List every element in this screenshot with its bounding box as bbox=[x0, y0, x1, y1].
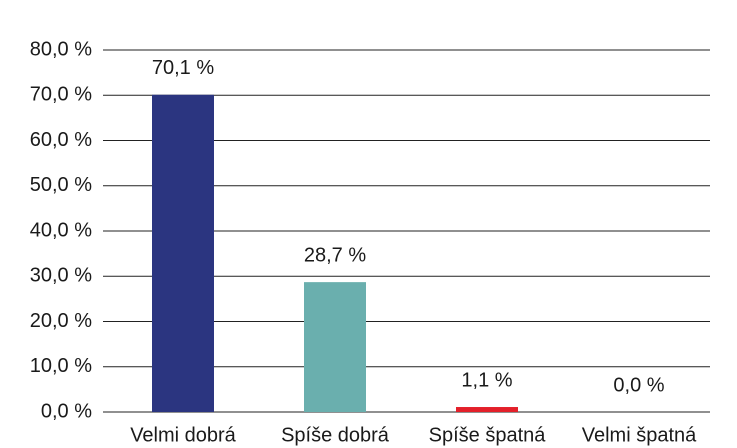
y-tick-label: 50,0 % bbox=[30, 174, 92, 196]
x-tick-label: Velmi dobrá bbox=[130, 424, 236, 446]
data-label: 1,1 % bbox=[461, 369, 512, 391]
y-tick-label: 0,0 % bbox=[41, 400, 92, 422]
y-tick-label: 80,0 % bbox=[30, 38, 92, 60]
y-tick-label: 40,0 % bbox=[30, 219, 92, 241]
bar bbox=[456, 407, 518, 412]
bar bbox=[304, 282, 366, 412]
data-label: 28,7 % bbox=[304, 244, 366, 266]
y-tick-label: 10,0 % bbox=[30, 355, 92, 377]
data-label: 0,0 % bbox=[613, 374, 664, 396]
bar bbox=[152, 94, 214, 413]
x-tick-label: Spíše špatná bbox=[429, 424, 547, 446]
y-tick-label: 30,0 % bbox=[30, 265, 92, 287]
data-label: 70,1 % bbox=[152, 57, 214, 79]
y-tick-label: 70,0 % bbox=[30, 84, 92, 106]
x-tick-label: Spíše dobrá bbox=[281, 424, 390, 446]
y-tick-label: 20,0 % bbox=[30, 310, 92, 332]
y-tick-label: 60,0 % bbox=[30, 129, 92, 151]
x-tick-label: Velmi špatná bbox=[582, 424, 697, 446]
